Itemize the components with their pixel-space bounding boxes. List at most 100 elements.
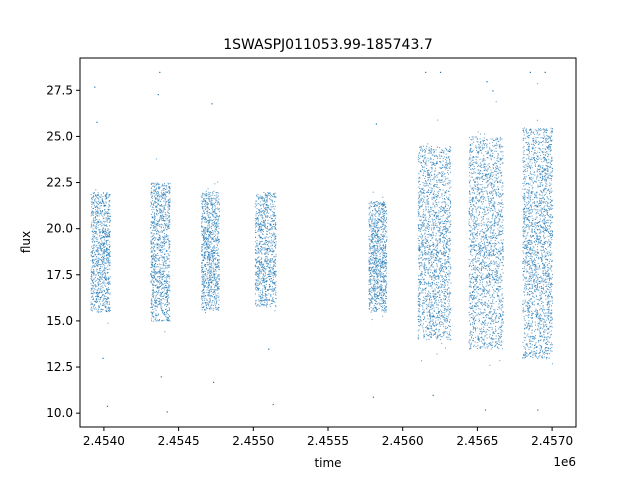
- data-point: [93, 272, 95, 274]
- data-point: [376, 303, 378, 305]
- data-point: [161, 282, 162, 283]
- data-point: [160, 205, 162, 207]
- data-point: [92, 282, 94, 284]
- data-point: [92, 307, 94, 309]
- data-point: [383, 289, 385, 291]
- data-point: [375, 294, 377, 296]
- data-point: [106, 236, 107, 237]
- data-point: [210, 263, 212, 265]
- data-point: [100, 247, 102, 249]
- data-point: [97, 273, 99, 275]
- data-point: [159, 298, 161, 300]
- data-point: [98, 257, 99, 259]
- data-point: [217, 266, 219, 268]
- data-point: [261, 240, 263, 242]
- data-point: [102, 293, 104, 295]
- data-point: [160, 227, 162, 229]
- data-point: [153, 230, 155, 231]
- data-point: [381, 222, 383, 224]
- data-point: [214, 292, 216, 294]
- data-point: [106, 194, 108, 196]
- data-point: [151, 197, 153, 199]
- data-point: [380, 212, 382, 214]
- data-point: [168, 302, 170, 304]
- data-point: [215, 279, 217, 281]
- data-point: [108, 218, 110, 219]
- data-point: [377, 283, 379, 285]
- data-point: [164, 283, 166, 285]
- data-point: [163, 312, 165, 314]
- data-point: [377, 291, 379, 293]
- data-point: [376, 222, 378, 224]
- data-point: [258, 212, 260, 214]
- data-point: [274, 310, 276, 312]
- data-point: [265, 269, 267, 271]
- data-point: [380, 287, 382, 289]
- data-point: [265, 300, 267, 302]
- data-point: [436, 241, 438, 243]
- data-point: [382, 266, 384, 268]
- data-point: [210, 265, 212, 267]
- data-point: [265, 293, 266, 295]
- data-point: [256, 225, 257, 227]
- data-point: [161, 210, 163, 212]
- data-point: [150, 190, 152, 192]
- data-point: [208, 270, 210, 272]
- data-point: [273, 282, 275, 283]
- data-point: [373, 230, 375, 232]
- data-point: [103, 223, 105, 225]
- data-point: [210, 295, 212, 297]
- data-point: [385, 300, 387, 302]
- data-point: [373, 252, 375, 254]
- data-point: [373, 262, 375, 264]
- data-point: [105, 243, 107, 245]
- data-point: [214, 301, 215, 303]
- data-point: [99, 224, 101, 225]
- data-point: [259, 263, 260, 265]
- data-point: [377, 270, 379, 272]
- data-point: [433, 323, 435, 325]
- data-point: [213, 245, 215, 247]
- data-point: [156, 233, 158, 235]
- data-point: [383, 276, 385, 278]
- data-point: [99, 280, 101, 281]
- data-point: [262, 291, 264, 293]
- data-point: [167, 310, 169, 311]
- data-point: [263, 279, 265, 281]
- data-point: [380, 229, 382, 230]
- data-point: [260, 228, 262, 230]
- data-point: [204, 254, 206, 256]
- data-point: [266, 194, 268, 196]
- data-point: [384, 285, 386, 287]
- data-point: [104, 269, 106, 271]
- data-point: [270, 250, 272, 251]
- data-point: [447, 172, 448, 174]
- data-point: [207, 212, 209, 213]
- data-point: [443, 228, 445, 230]
- data-point: [105, 299, 107, 301]
- data-point: [211, 213, 213, 215]
- data-point: [369, 246, 371, 248]
- data-point: [269, 273, 271, 275]
- data-point: [275, 215, 277, 217]
- data-point: [150, 240, 152, 242]
- data-point: [269, 228, 271, 230]
- data-point: [151, 315, 153, 317]
- data-point: [215, 225, 217, 227]
- data-point: [92, 214, 94, 216]
- data-point: [441, 286, 443, 288]
- data-point: [211, 257, 213, 259]
- data-point: [203, 237, 205, 239]
- data-point: [255, 302, 257, 304]
- data-point: [213, 258, 215, 260]
- data-point: [163, 237, 165, 239]
- data-point: [158, 238, 160, 240]
- data-point: [377, 218, 379, 220]
- data-point: [377, 258, 379, 260]
- data-point: [163, 215, 164, 217]
- data-point: [160, 212, 162, 214]
- data-point: [266, 199, 267, 201]
- data-point: [436, 225, 438, 227]
- data-point: [382, 224, 384, 226]
- data-point: [258, 259, 260, 261]
